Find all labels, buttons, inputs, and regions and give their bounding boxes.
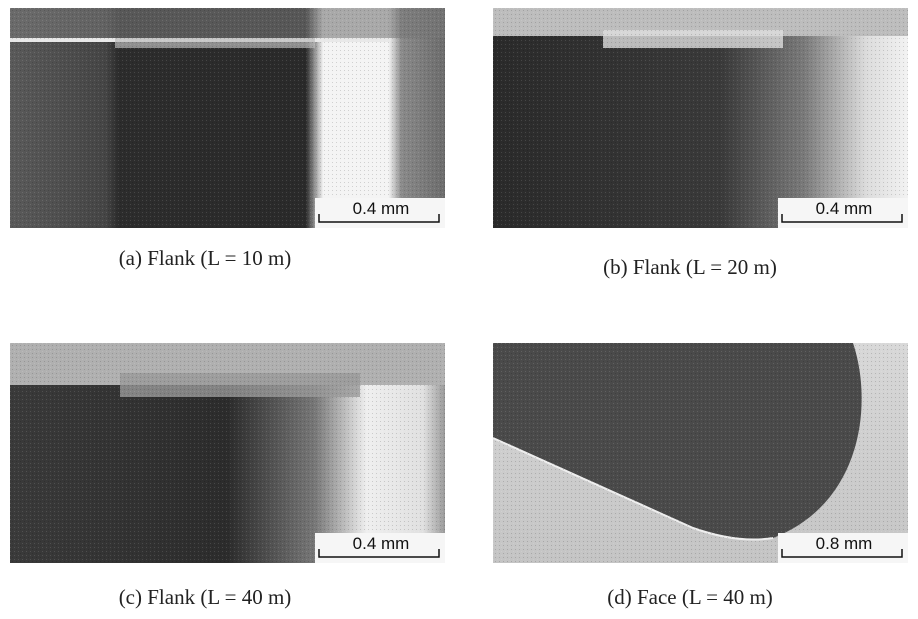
scale-box xyxy=(778,533,908,563)
scale-label: 0.4 mm xyxy=(816,199,873,218)
texture xyxy=(493,8,908,228)
scale-label: 0.8 mm xyxy=(816,534,873,553)
panel: 0.4 mm xyxy=(10,8,445,228)
scale-box xyxy=(315,533,445,563)
texture xyxy=(10,8,445,228)
panel: 0.4 mm xyxy=(493,8,908,228)
scale-bar xyxy=(781,214,903,223)
scale-box xyxy=(315,198,445,228)
panels: 0.4 mm (a) Flank (L = 10 m) 0.4 mm (b) Flan… xyxy=(10,8,908,609)
caption: (a) Flank (L = 10 m) xyxy=(119,246,292,270)
panel: 0.8 mm xyxy=(492,343,908,563)
scale-box xyxy=(778,198,908,228)
caption: (d) Face (L = 40 m) xyxy=(607,585,773,609)
texture xyxy=(10,343,445,563)
caption: (c) Flank (L = 40 m) xyxy=(119,585,292,609)
scale-bar xyxy=(318,214,440,223)
scale-label: 0.4 mm xyxy=(353,534,410,553)
panel: 0.4 mm xyxy=(10,343,445,563)
scale-label: 0.4 mm xyxy=(353,199,410,218)
caption: (b) Flank (L = 20 m) xyxy=(603,255,777,279)
scale-bar xyxy=(781,549,903,558)
texture xyxy=(493,343,908,563)
scale-bar xyxy=(318,549,440,558)
